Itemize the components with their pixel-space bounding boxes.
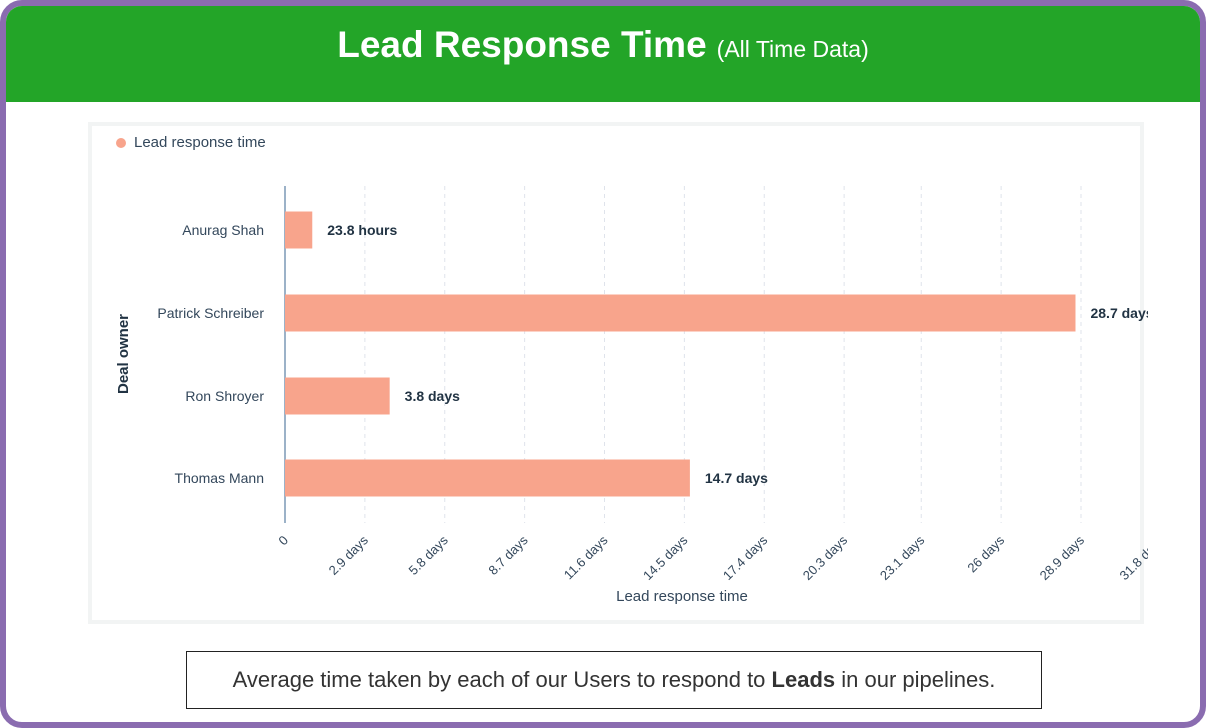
- page-subtitle: (All Time Data): [716, 35, 869, 62]
- x-tick-label: 14.5 days: [640, 532, 691, 583]
- x-tick-label: 28.9 days: [1037, 532, 1088, 583]
- bar-data-label: 28.7 days: [1090, 305, 1148, 321]
- legend-swatch: [116, 137, 126, 148]
- x-tick-label: 20.3 days: [800, 532, 851, 583]
- caption-text: Average time taken by each of our Users …: [233, 667, 996, 693]
- x-tick-label: 26 days: [964, 532, 1007, 575]
- category-label: Patrick Schreiber: [157, 305, 264, 321]
- x-tick-label: 11.6 days: [561, 532, 611, 582]
- chart-panel: Lead response time 0 2.9 days 5.8 days 8.7 …: [88, 122, 1148, 624]
- x-tick-label: 23.1 days: [877, 532, 928, 583]
- x-tick-label: 0: [275, 533, 291, 549]
- x-tick-label: 2.9 days: [326, 532, 372, 578]
- bar-data-label: 3.8 days: [405, 388, 460, 404]
- bar: [285, 459, 690, 497]
- caption-before: Average time taken by each of our Users …: [232, 667, 772, 692]
- page-title: Lead Response Time: [337, 24, 707, 65]
- bar-data-label: 14.7 days: [705, 470, 768, 486]
- bar-data-label: 23.8 hours: [327, 222, 397, 238]
- bar: [285, 377, 390, 415]
- category-label: Ron Shroyer: [185, 388, 264, 404]
- caption-bold: Leads: [771, 667, 836, 692]
- caption-after: in our pipelines.: [835, 667, 996, 692]
- caption-box: Average time taken by each of our Users …: [186, 651, 1042, 709]
- legend-label: Lead response time: [134, 134, 266, 151]
- bar: [285, 211, 313, 249]
- x-tick-label: 5.8 days: [406, 532, 452, 578]
- chart-legend: Lead response time: [116, 134, 266, 151]
- category-label: Anurag Shah: [182, 222, 264, 238]
- y-axis-title: Deal owner: [115, 314, 132, 394]
- bar: [285, 294, 1076, 332]
- category-label: Thomas Mann: [175, 470, 264, 486]
- header-banner: Lead Response Time (All Time Data): [6, 6, 1200, 102]
- x-tick-label: 17.4 days: [720, 532, 771, 583]
- bar-chart: 0 2.9 days 5.8 days 8.7 days 11.6 days 14.5 d…: [115, 186, 1148, 605]
- x-tick-label: 8.7 days: [485, 532, 531, 578]
- x-axis-title: Lead response time: [616, 588, 748, 605]
- x-tick-label: 31.8 days: [1117, 532, 1148, 583]
